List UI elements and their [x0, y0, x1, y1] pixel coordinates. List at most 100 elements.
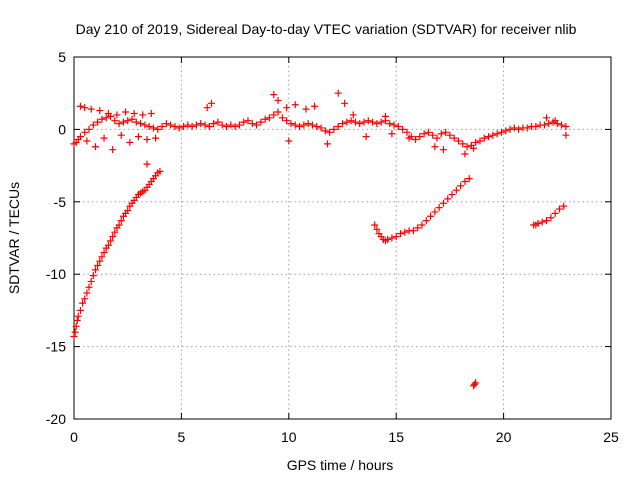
data-point — [480, 134, 488, 142]
data-point — [562, 123, 570, 131]
y-tick-label: -10 — [46, 266, 66, 282]
data-point — [416, 133, 424, 141]
y-tick-label: 5 — [58, 49, 66, 65]
data-point — [122, 108, 130, 116]
data-point — [283, 104, 291, 112]
data-point — [210, 120, 218, 128]
data-point — [192, 121, 200, 129]
data-point — [94, 118, 102, 126]
x-tick-label: 10 — [281, 429, 297, 445]
data-point — [351, 118, 359, 126]
data-point — [334, 89, 342, 97]
data-point — [424, 128, 432, 136]
data-point — [235, 121, 243, 129]
data-points — [70, 89, 570, 390]
data-point — [311, 102, 319, 110]
data-point — [128, 115, 136, 123]
data-point — [134, 133, 142, 141]
data-point — [139, 111, 147, 119]
data-point — [534, 220, 542, 228]
data-point — [485, 133, 493, 141]
data-point — [326, 128, 334, 136]
data-point — [543, 114, 551, 122]
data-point — [248, 120, 256, 128]
data-point — [143, 160, 151, 168]
data-point — [433, 134, 441, 142]
plot-frame — [73, 56, 612, 420]
data-point — [300, 121, 308, 129]
data-point — [188, 123, 196, 131]
data-point — [560, 202, 568, 210]
data-point — [180, 123, 188, 131]
y-tick-label: 0 — [58, 121, 66, 137]
x-tick-label: 0 — [70, 429, 78, 445]
data-point — [562, 131, 570, 139]
data-point — [454, 137, 462, 145]
data-point — [132, 118, 140, 126]
data-point — [381, 112, 389, 120]
data-point — [270, 91, 278, 99]
data-point — [476, 137, 484, 145]
data-point — [465, 175, 473, 183]
data-point — [152, 134, 160, 142]
data-point — [81, 295, 89, 303]
data-point — [545, 120, 553, 128]
x-tick-label: 5 — [178, 429, 186, 445]
data-point — [79, 299, 87, 307]
data-point — [364, 117, 372, 125]
data-point — [104, 241, 112, 249]
data-point — [472, 379, 480, 387]
data-point — [100, 134, 108, 142]
data-point — [356, 120, 364, 128]
y-axis-label: SDTVAR / TECUs — [6, 182, 22, 294]
data-point — [555, 205, 563, 213]
data-point — [104, 109, 112, 117]
data-point — [523, 124, 531, 132]
data-point — [461, 178, 469, 186]
data-point — [437, 130, 445, 138]
data-point — [394, 123, 402, 131]
data-point — [388, 234, 396, 242]
data-point — [442, 128, 450, 136]
data-point — [111, 228, 119, 236]
data-point — [109, 233, 117, 241]
data-point — [540, 121, 548, 129]
data-point — [113, 111, 121, 119]
data-point — [184, 121, 192, 129]
data-point — [72, 322, 80, 330]
data-point — [167, 121, 175, 129]
data-point — [257, 118, 265, 126]
grid-lines — [74, 57, 611, 419]
x-tick-label: 20 — [496, 429, 512, 445]
data-point — [371, 221, 379, 229]
x-axis-label: GPS time / hours — [287, 457, 394, 473]
data-point — [126, 138, 134, 146]
data-point — [278, 114, 286, 122]
data-point — [227, 121, 235, 129]
data-point — [457, 182, 465, 190]
data-point — [145, 123, 153, 131]
data-point — [405, 134, 413, 142]
data-point — [543, 217, 551, 225]
data-point — [85, 283, 93, 291]
data-point — [532, 123, 540, 131]
x-axis-ticks: 0 5 10 15 20 25 — [70, 57, 619, 445]
data-point — [431, 143, 439, 151]
data-point — [439, 146, 447, 154]
data-point — [334, 123, 342, 131]
data-point — [502, 127, 510, 135]
data-point — [489, 131, 497, 139]
data-point — [551, 117, 559, 125]
data-point — [231, 123, 239, 131]
data-point — [450, 134, 458, 142]
data-point — [452, 186, 460, 194]
data-point — [360, 118, 368, 126]
data-point — [373, 120, 381, 128]
data-point — [429, 131, 437, 139]
data-point — [203, 104, 211, 112]
data-point — [274, 96, 282, 104]
data-point — [538, 218, 546, 226]
data-point — [409, 227, 417, 235]
data-point — [115, 221, 123, 229]
data-point — [102, 114, 110, 122]
